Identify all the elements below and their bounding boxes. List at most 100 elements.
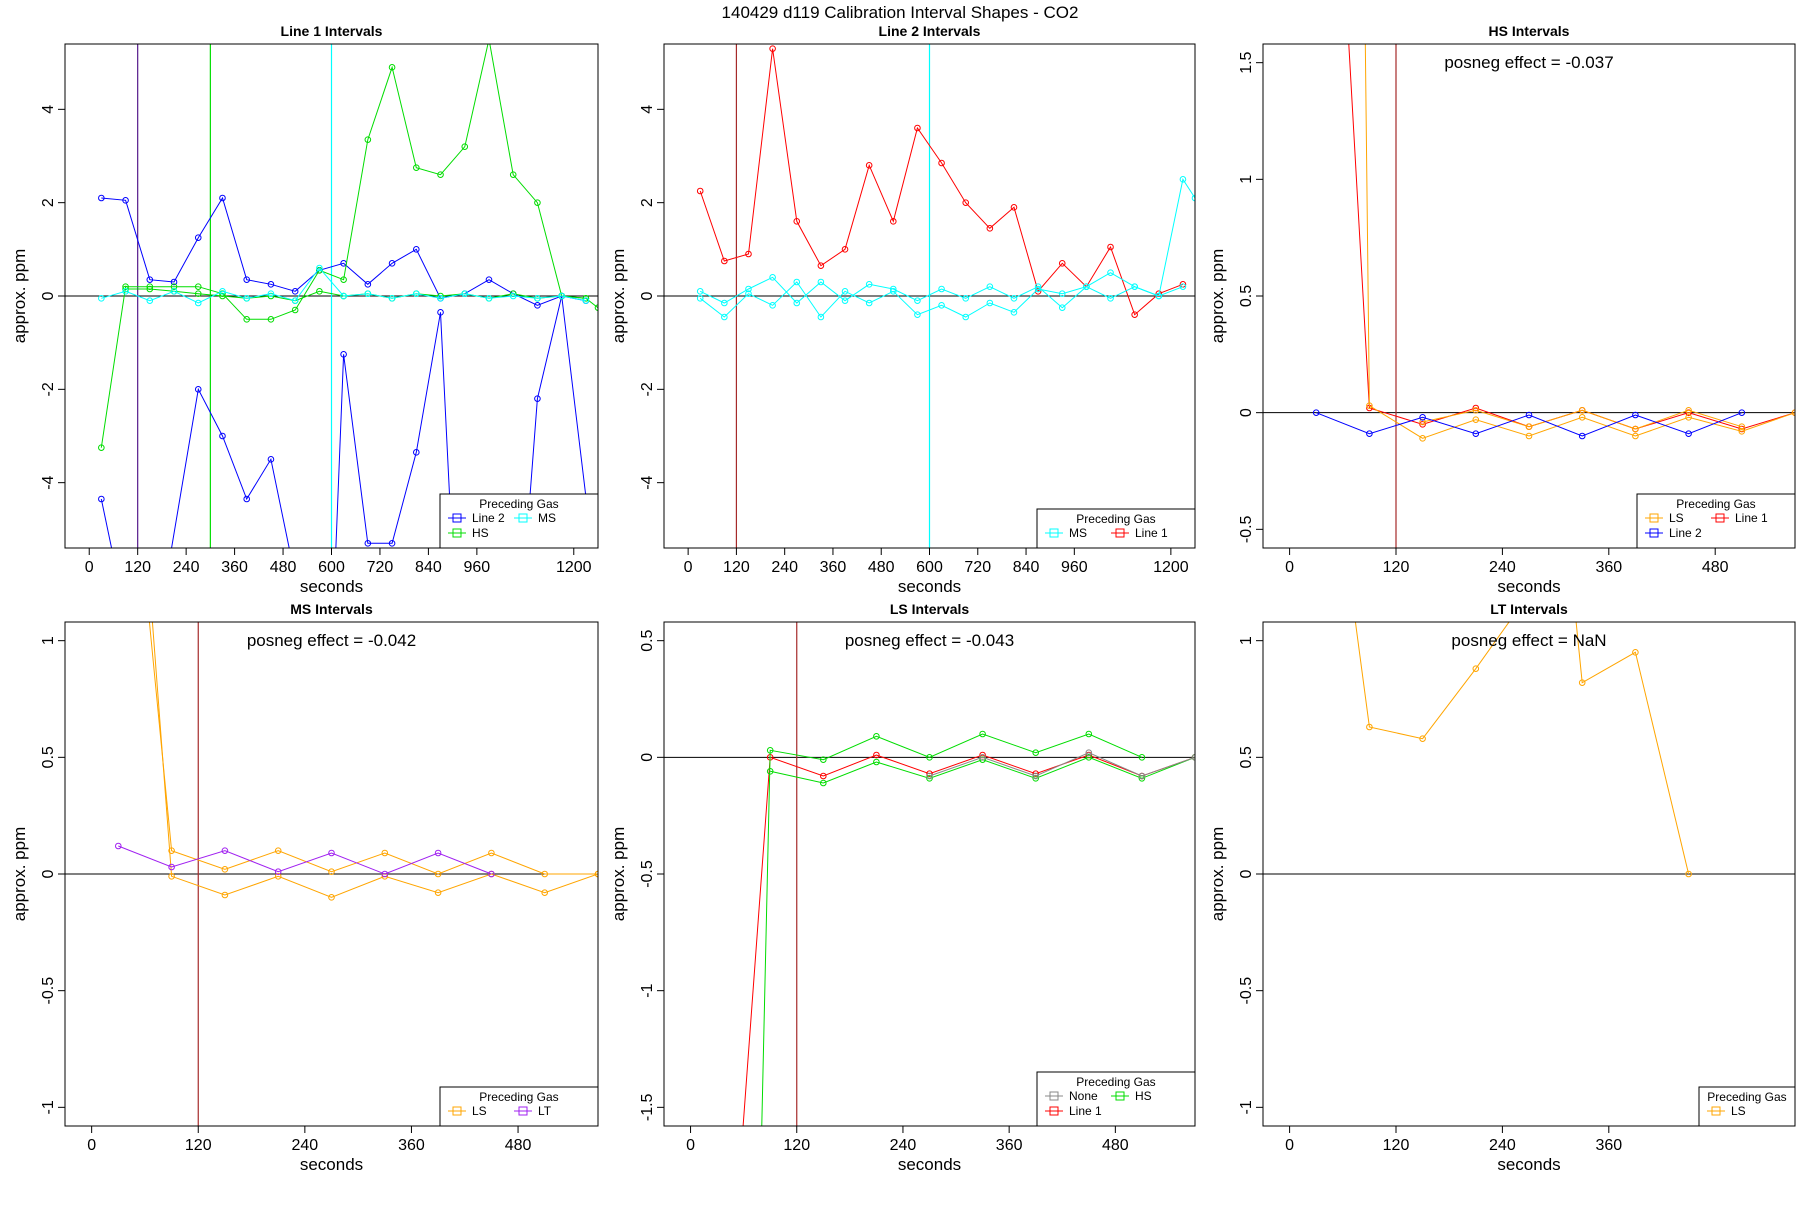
data-point	[594, 870, 598, 878]
y-tick-label: -4	[40, 475, 57, 489]
data-point	[817, 278, 825, 286]
data-point	[745, 285, 752, 293]
data-point	[721, 313, 728, 321]
data-point	[1738, 409, 1746, 416]
data-point	[1032, 772, 1039, 780]
data-point	[243, 295, 251, 302]
data-point	[221, 847, 229, 854]
series-ms-1	[696, 176, 1195, 311]
data-point	[194, 234, 202, 241]
data-point	[488, 849, 495, 857]
data-point	[291, 297, 299, 304]
data-point	[168, 873, 175, 880]
data-point	[696, 295, 704, 302]
x-tick-label: 480	[505, 1137, 532, 1154]
data-point	[364, 290, 372, 297]
y-tick-label: -1	[639, 983, 656, 997]
legend-swatch-marker	[518, 1106, 528, 1116]
legend-title: Preceding Gas	[1076, 1075, 1155, 1089]
data-point	[1578, 414, 1586, 421]
series-line-2-3	[335, 309, 453, 548]
data-point	[1312, 409, 1320, 416]
data-point	[485, 276, 493, 283]
data-point	[1419, 414, 1426, 421]
y-tick-label: -1	[40, 1100, 57, 1114]
data-point	[889, 288, 897, 295]
legend-entry-hs: HS	[448, 526, 489, 540]
panel-line-1-intervals-y-axis: -4 -2 0 2 4	[40, 105, 65, 490]
x-tick-label: 120	[124, 559, 151, 576]
data-point	[274, 873, 282, 880]
series-line	[1354, 622, 1510, 740]
legend-title: Preceding Gas	[1076, 512, 1155, 526]
legend-entry-line-2: Line 2	[448, 511, 505, 525]
series-line	[118, 845, 492, 875]
data-point	[1632, 425, 1639, 433]
data-point	[534, 295, 541, 302]
x-tick-label: 960	[464, 559, 491, 576]
series-none-3	[926, 749, 1195, 780]
series-ls-2	[1419, 407, 1746, 433]
data-point	[841, 246, 849, 253]
series-line	[770, 756, 1195, 784]
data-point	[509, 171, 517, 178]
data-point	[1107, 269, 1114, 276]
data-point	[316, 288, 323, 295]
series-lt-2	[115, 842, 495, 878]
series-line	[148, 622, 598, 875]
legend-entry-hs: HS	[1111, 1089, 1152, 1103]
series-line	[335, 312, 453, 548]
data-point	[509, 292, 517, 300]
data-point	[1366, 430, 1373, 437]
panel-hs-intervals-posneg-effect: posneg effect = -0.037	[1444, 53, 1613, 72]
legend-swatch-marker	[518, 513, 528, 523]
x-tick-label: 360	[398, 1137, 425, 1154]
data-point	[328, 868, 335, 875]
data-point	[1085, 749, 1093, 756]
legend-swatch-marker	[1049, 528, 1059, 538]
data-point	[914, 311, 921, 318]
data-point	[434, 870, 442, 878]
legend-label: LS	[1669, 511, 1684, 525]
data-point	[412, 290, 420, 297]
data-point	[364, 281, 372, 288]
data-point	[534, 395, 541, 402]
data-point	[461, 143, 469, 150]
panel-ls-intervals-y-axis: -1.5 -1 -0.5 0 0.5	[639, 629, 664, 1121]
data-point	[979, 754, 986, 761]
legend-entry-line-1: Line 1	[1111, 526, 1168, 540]
legend-label: LS	[472, 1104, 487, 1118]
x-tick-label: 120	[723, 559, 750, 576]
data-point	[793, 218, 801, 225]
data-point	[168, 863, 175, 871]
panel-ls-intervals-border	[663, 621, 1196, 1127]
data-point	[1685, 430, 1692, 437]
data-point	[267, 290, 275, 297]
data-point	[219, 288, 226, 295]
series-line	[742, 754, 1195, 1126]
data-point	[534, 302, 541, 309]
data-point	[364, 540, 372, 547]
x-tick-label: 240	[173, 559, 200, 576]
legend-entry-line-1: Line 1	[1045, 1104, 1102, 1118]
y-tick-label: -1	[1238, 1100, 1255, 1114]
data-point	[914, 124, 921, 132]
data-point	[769, 274, 776, 281]
legend-entry-line-2: Line 2	[1645, 526, 1702, 540]
legend-swatch-marker	[1049, 1091, 1059, 1101]
data-point	[769, 45, 776, 52]
data-point	[1366, 723, 1373, 731]
data-point	[437, 309, 444, 316]
legend-label: MS	[1069, 526, 1087, 540]
data-point	[274, 868, 282, 875]
y-tick-label: 4	[639, 105, 656, 114]
data-point	[146, 285, 154, 293]
data-point	[986, 299, 994, 307]
panel-lt-intervals: LT Intervals 0 120 240 360 seconds -1 -0.5 0 0.5 1…	[1208, 601, 1796, 1174]
data-point	[1058, 260, 1066, 267]
series-line	[101, 196, 586, 306]
panel-lt-intervals-x-axis-label: seconds	[1497, 1155, 1560, 1174]
data-point	[122, 197, 129, 204]
